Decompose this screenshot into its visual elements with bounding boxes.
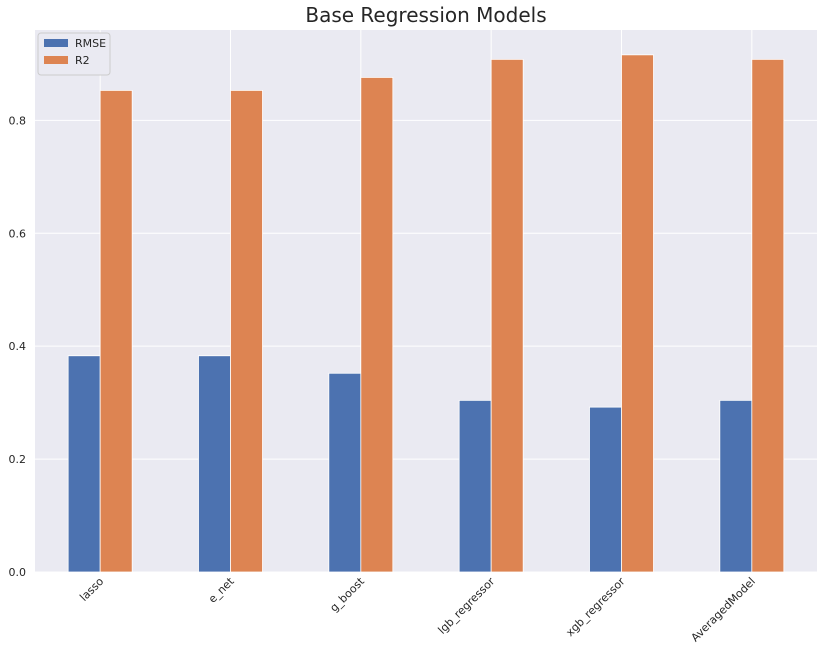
legend-swatch-r2 [44,56,68,64]
bar-rmse-g_boost [328,372,362,573]
bar-rmse-lgb_regressor [458,399,492,573]
bar-r2-e_net [230,90,263,573]
bar-r2-xgb_regressor [621,54,654,573]
bar-r2-lgb_regressor [490,58,524,573]
x-tick-label: AveragedModel [689,575,758,644]
legend-label-r2: R2 [75,54,90,67]
legend-label-rmse: RMSE [75,37,106,50]
y-tick-label: 0.4 [9,340,27,353]
x-tick-label: lasso [77,575,106,604]
x-tick-label: xgb_regressor [563,575,628,640]
x-tick-label: g_boost [327,574,367,614]
chart-title: Base Regression Models [305,3,546,27]
bar-rmse-e_net [198,355,231,573]
x-tick-label: e_net [206,574,237,605]
legend-swatch-rmse [44,39,68,47]
plot-background [35,30,817,572]
bar-r2-averagedmodel [751,58,785,573]
bar-rmse-lasso [67,355,101,573]
bar-r2-lasso [99,90,133,573]
y-tick-label: 0.6 [9,227,27,240]
y-tick-label: 0.2 [9,453,27,466]
y-tick-label: 0.8 [9,114,27,127]
x-tick-label: lgb_regressor [436,575,498,637]
y-axis-ticks: 0.0 0.2 0.4 0.6 0.8 [9,114,27,579]
legend: RMSE R2 [37,32,111,76]
bar-r2-g_boost [360,77,394,573]
bar-rmse-averagedmodel [719,399,753,573]
bar-rmse-xgb_regressor [589,406,622,573]
x-axis-ticks: lasso e_net g_boost lgb_regressor xgb_regres… [77,574,758,644]
bars [67,54,785,573]
y-tick-label: 0.0 [9,566,27,579]
